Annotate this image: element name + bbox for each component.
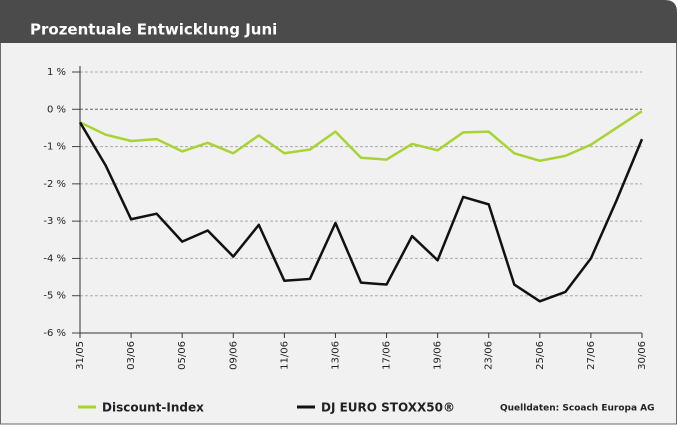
- x-tick-label: 25/06: [535, 341, 546, 370]
- y-tick-label: -1 %: [43, 142, 66, 153]
- header-bar: [0, 0, 677, 43]
- x-tick-label: 17/06: [382, 341, 393, 370]
- y-tick-label: -3 %: [43, 216, 66, 227]
- x-tick-label: 05/06: [177, 341, 188, 370]
- x-tick-label: 19/06: [433, 341, 444, 370]
- x-tick-label: 09/06: [228, 341, 239, 370]
- x-tick-label: 23/06: [484, 341, 495, 370]
- x-tick-label: 13/06: [330, 341, 341, 370]
- legend-label: Discount-Index: [102, 401, 204, 415]
- y-tick-label: -5 %: [43, 291, 66, 302]
- y-tick-label: 0 %: [47, 104, 66, 115]
- y-tick-label: -4 %: [43, 253, 66, 264]
- y-tick-label: -2 %: [43, 179, 66, 190]
- x-tick-label: 30/06: [637, 341, 648, 370]
- x-tick-label: 27/06: [586, 341, 597, 370]
- chart-title: Prozentuale Entwicklung Juni: [30, 21, 277, 39]
- series-line: [79, 110, 643, 162]
- x-tick-label: 31/05: [75, 341, 86, 370]
- legend-label: DJ EURO STOXX50®: [321, 401, 455, 415]
- source-note: Quelldaten: Scoach Europa AG: [500, 404, 655, 414]
- panel: [0, 19, 677, 425]
- y-tick-label: 1 %: [47, 67, 66, 78]
- x-tick-label: 11/06: [279, 341, 290, 370]
- y-tick-label: -6 %: [43, 328, 66, 339]
- series-line: [78, 121, 644, 303]
- x-tick-label: 03/06: [126, 341, 137, 370]
